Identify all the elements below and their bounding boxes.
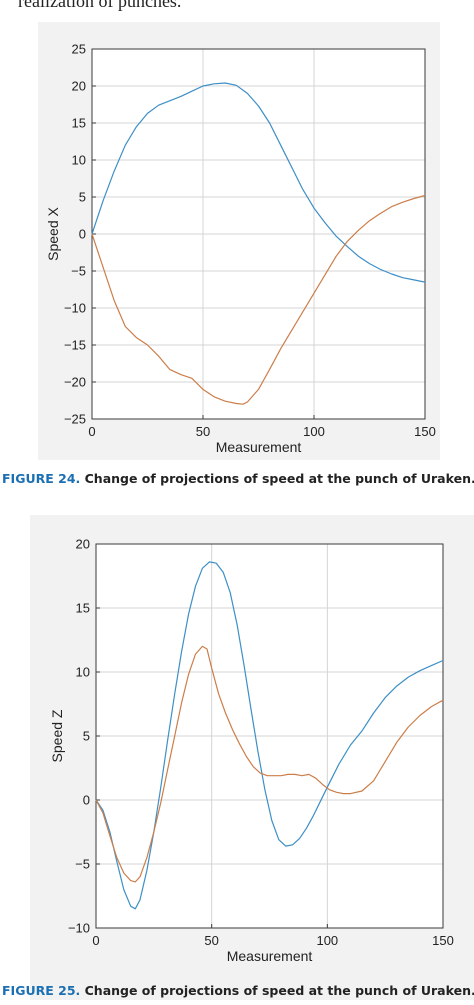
series-orange-line — [91, 194, 426, 405]
y-axis-label: Speed Z — [49, 709, 65, 762]
x-tick-label: 50 — [196, 424, 210, 439]
x-tick-label: 0 — [88, 424, 95, 439]
x-tick-label: 0 — [92, 933, 99, 948]
y-tick-label: −10 — [68, 921, 90, 936]
y-tick-label: −20 — [64, 375, 86, 390]
y-tick-label: 15 — [72, 116, 86, 131]
figure-25-text: Change of projections of speed at the pu… — [84, 983, 474, 998]
y-tick-label: 20 — [76, 537, 90, 552]
y-tick-label: −5 — [75, 857, 90, 872]
chart-panel-speed-x: 0 50 100 150 25 20 15 10 5 0 −5 −10 −15 −20 −25 Measure… — [38, 22, 440, 460]
x-tick-label: 100 — [303, 424, 325, 439]
y-tick-label: 0 — [83, 793, 90, 808]
y-tick-label: 20 — [72, 79, 86, 94]
preceding-text: realization of punches. — [18, 0, 182, 11]
y-tick-label: −5 — [71, 264, 86, 279]
y-tick-label: −15 — [64, 338, 86, 353]
x-tick-label: 100 — [316, 933, 338, 948]
y-tick-label: 0 — [79, 227, 86, 242]
y-tick-label: −10 — [64, 301, 86, 316]
y-axis-label: Speed X — [45, 206, 61, 260]
figure-24-caption: FIGURE 24. Change of projections of spee… — [2, 471, 474, 486]
y-tick-label: 25 — [72, 42, 86, 57]
x-tick-label: 150 — [414, 424, 436, 439]
x-tick-label: 50 — [204, 933, 218, 948]
figure-24-text: Change of projections of speed at the pu… — [84, 471, 474, 486]
y-tick-label: 5 — [79, 190, 86, 205]
series-blue-line — [91, 82, 426, 283]
figure-24-number: FIGURE 24. — [2, 471, 81, 486]
series-orange-line — [95, 645, 444, 883]
y-tick-label: 10 — [72, 153, 86, 168]
x-axis-label: Measurement — [216, 439, 302, 455]
x-axis-label: Measurement — [227, 948, 313, 964]
series-blue-line — [95, 561, 444, 910]
chart-panel-speed-z: 0 50 100 150 20 15 10 5 0 −5 −10 Measurement Speed Z — [30, 515, 474, 1000]
y-tick-label: 5 — [83, 729, 90, 744]
x-tick-label: 150 — [432, 933, 454, 948]
speed-x-chart: 0 50 100 1502520151050−5−10−15−20−25Measure… — [45, 42, 436, 456]
figure-25-number: FIGURE 25. — [2, 983, 81, 998]
figure-25-caption: FIGURE 25. Change of projections of spee… — [2, 983, 474, 998]
y-tick-label: −25 — [64, 412, 86, 427]
y-tick-label: 15 — [76, 601, 90, 616]
y-tick-label: 10 — [76, 665, 90, 680]
